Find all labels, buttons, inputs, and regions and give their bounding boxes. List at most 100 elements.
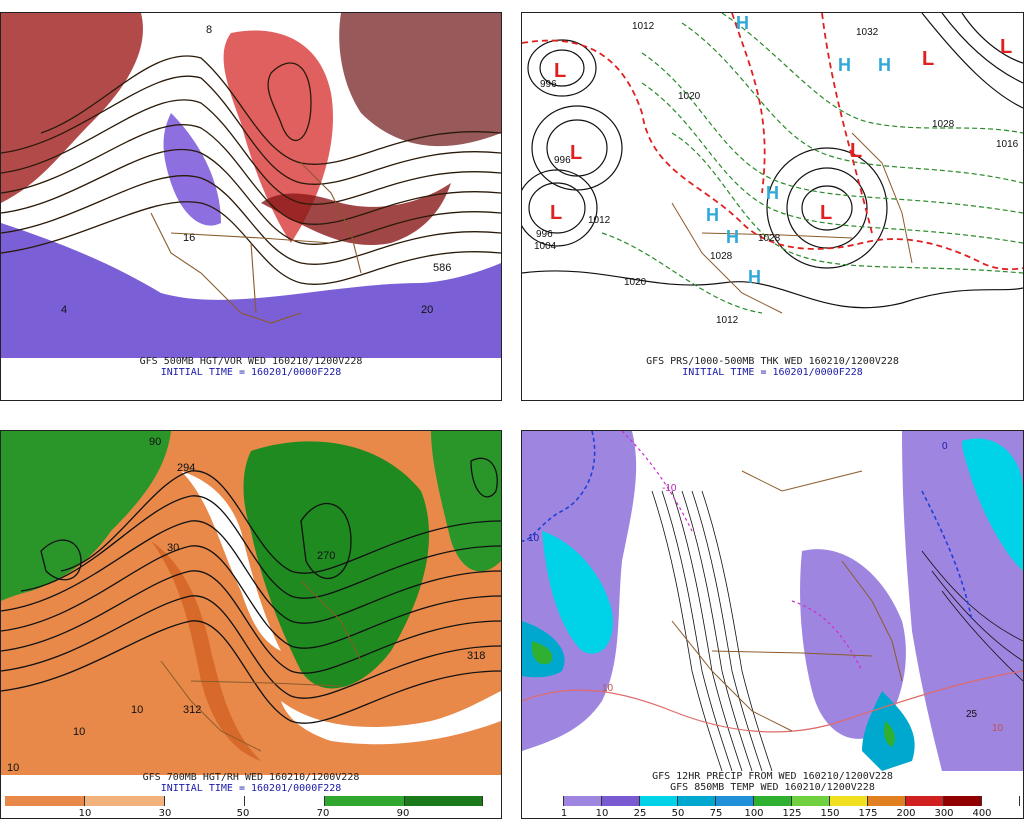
caption-line-1: GFS PRS/1000-500MB THK WED 160210/1200V2… xyxy=(646,356,899,367)
isobar-label: 1012 xyxy=(716,315,739,326)
isobar-label: 1032 xyxy=(856,27,879,38)
isobar-label: 996 xyxy=(554,155,571,166)
rh-colorbar: 10 30 50 70 90 xyxy=(5,796,483,822)
rh-colorbar-label: 30 xyxy=(158,808,172,819)
rh-swatch xyxy=(325,796,405,806)
rh-dry-band xyxy=(151,541,261,761)
plus-ten-isotherm xyxy=(522,670,1023,733)
panel-caption: GFS 500MB HGT/VOR WED 160210/1200V228 IN… xyxy=(1,356,501,378)
precip-colorbar-label: 150 xyxy=(820,808,840,819)
isobar-label: 1028 xyxy=(710,251,733,262)
vorticity-fill-center xyxy=(223,30,333,243)
temperature-contours xyxy=(651,490,1023,771)
isobar-label: 996 xyxy=(540,79,557,90)
low-pressure-marker: L xyxy=(850,140,862,162)
precip-colorbar-label: 300 xyxy=(934,808,954,819)
precip-swatch xyxy=(944,796,982,806)
caption-line-1: GFS 700MB HGT/RH WED 160210/1200V228 xyxy=(142,772,360,783)
panel-precip-850mb-temp: 10 10 0 -10 10 25 GFS 12HR PRECIP FROM W… xyxy=(521,430,1024,819)
high-pressure-marker: H xyxy=(726,227,739,247)
rh-mid-band xyxy=(181,471,281,651)
precip-colorbar-label: 100 xyxy=(744,808,764,819)
precip-swatch xyxy=(716,796,754,806)
panel-caption: GFS 12HR PRECIP FROM WED 160210/1200V228… xyxy=(522,771,1023,793)
precip-temp-map: 10 10 0 -10 10 25 xyxy=(522,431,1023,771)
rh-swatch xyxy=(85,796,165,806)
precip-colorbar-label: 400 xyxy=(972,808,992,819)
isobar-label: 1028 xyxy=(758,233,781,244)
isotherm-label: -10 xyxy=(662,483,677,494)
isotherm-label: 10 xyxy=(992,723,1004,734)
precip-colorbar-label: 1 xyxy=(560,808,568,819)
vorticity-fill-west xyxy=(1,13,143,203)
precip-swatch xyxy=(602,796,640,806)
contour-label: 10 xyxy=(73,726,85,738)
pressure-thickness-map: L L L L L L L H H H H H H H 1012 996 996… xyxy=(522,13,1023,358)
panel-prs-thickness: L L L L L L L H H H H H H H 1012 996 996… xyxy=(521,12,1024,401)
rh-colorbar-label: 50 xyxy=(236,808,250,819)
isobar-label: 1016 xyxy=(996,139,1019,150)
high-pressure-marker: H xyxy=(736,13,749,33)
caption-line-2: INITIAL TIME = 160201/0000F228 xyxy=(682,367,863,378)
precip-swatch xyxy=(868,796,906,806)
low-pressure-marker: L xyxy=(554,60,566,82)
caption-line-2: INITIAL TIME = 160201/0000F228 xyxy=(160,367,342,378)
rh-swatch xyxy=(165,796,245,806)
precip-swatch xyxy=(792,796,830,806)
precip-pacific-core xyxy=(531,641,553,665)
contour-label: 318 xyxy=(467,650,485,662)
contour-label: 312 xyxy=(183,704,201,716)
contour-label: 90 xyxy=(149,436,161,448)
rh-moist-center xyxy=(243,441,430,689)
isobar-label: 1004 xyxy=(534,241,557,252)
contour-label: 10 xyxy=(7,762,19,774)
low-pressure-marker: L xyxy=(820,202,832,224)
contour-label: 4 xyxy=(61,304,67,316)
rh-colorbar-swatches xyxy=(5,796,483,806)
isotherm-label: 25 xyxy=(966,709,978,720)
contour-label: 586 xyxy=(433,262,451,274)
isotherm-label: 0 xyxy=(942,441,948,452)
contour-label: 8 xyxy=(206,24,212,36)
contour-label: 30 xyxy=(167,542,179,554)
precip-swatch xyxy=(830,796,868,806)
rh-mid-band-south xyxy=(281,691,501,745)
vorticity-fill-east xyxy=(339,13,501,147)
contour-label: 10 xyxy=(131,704,143,716)
isotherm-label: 10 xyxy=(602,683,614,694)
precip-west-heavy xyxy=(542,531,613,654)
caption-line-2: GFS 850MB TEMP WED 160210/1200V228 xyxy=(670,782,875,793)
precip-colorbar-label: 25 xyxy=(633,808,647,819)
minus-ten-isotherm xyxy=(621,431,863,672)
precip-central xyxy=(800,549,906,739)
high-pressure-marker: H xyxy=(766,183,779,203)
precip-colorbar-label: 10 xyxy=(595,808,609,819)
high-pressure-marker: H xyxy=(748,267,761,287)
precip-swatch xyxy=(906,796,944,806)
contour-label: 16 xyxy=(183,232,195,244)
panel-700mb-hgt-rh: 10 10 10 30 90 270 318 312 294 GFS 700MB… xyxy=(0,430,502,819)
precip-colorbar: 1 10 25 50 75 100 125 150 175 200 300 40… xyxy=(526,796,1020,822)
vorticity-fill-dark-center xyxy=(261,183,451,245)
contour-label: 20 xyxy=(421,304,433,316)
540-thickness-line xyxy=(522,13,1023,271)
precip-swatch xyxy=(640,796,678,806)
caption-line-2: INITIAL TIME = 160201/0000F228 xyxy=(160,783,342,794)
precip-swatch xyxy=(526,796,564,806)
vorticity-map: 8 16 20 4 586 xyxy=(1,13,501,358)
precip-colorbar-label: 75 xyxy=(709,808,723,819)
rh-colorbar-label: 10 xyxy=(78,808,92,819)
isotherm-label: 10 xyxy=(528,533,540,544)
panel-caption: GFS PRS/1000-500MB THK WED 160210/1200V2… xyxy=(522,356,1023,378)
precip-east-heavy xyxy=(962,438,1023,571)
rh-swatch xyxy=(5,796,85,806)
isobar-label: 1012 xyxy=(632,21,655,32)
geography-lines xyxy=(150,162,362,324)
precip-colorbar-label: 50 xyxy=(671,808,685,819)
isobar-label: 1028 xyxy=(932,119,955,130)
caption-line-1: GFS 12HR PRECIP FROM WED 160210/1200V228 xyxy=(652,771,893,782)
rh-colorbar-labels: 10 30 50 70 90 xyxy=(5,808,483,820)
rh-moist-east xyxy=(431,431,501,572)
high-pressure-marker: H xyxy=(838,55,851,75)
height-contours xyxy=(1,457,501,724)
